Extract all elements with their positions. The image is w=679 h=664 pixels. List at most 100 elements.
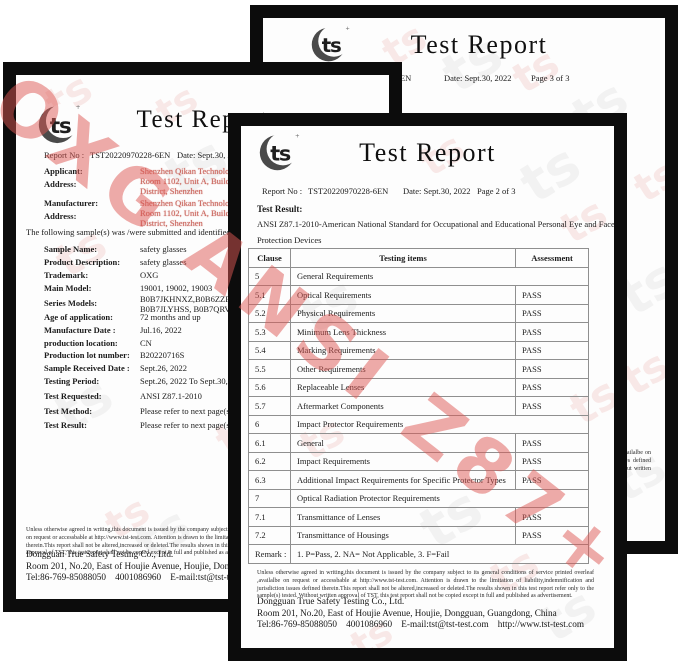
page2-title: Test Report — [359, 138, 496, 167]
page1-disclaimer: Unless otherwise agreed in writing,this … — [26, 527, 378, 557]
cell-clause: 5.5 — [248, 359, 291, 379]
table-row: 7.2 Transmittance of Housings PASS — [248, 525, 589, 545]
cell-assessment: PASS — [515, 340, 589, 360]
cell-testing-item: Impact Protector Requirements — [290, 414, 589, 434]
cell-clause: 5.7 — [248, 396, 291, 416]
remark-text: 1. P=Pass, 2. NA= Not Applicable, 3. F=F… — [290, 544, 589, 564]
cell-testing-item: Marking Requirements — [290, 340, 516, 360]
field-value: safety glasses — [140, 257, 187, 267]
cell-testing-item: Transmittance of Lenses — [290, 507, 516, 527]
cell-clause: 7 — [248, 488, 291, 508]
field-value: CN — [140, 338, 152, 348]
field-label: Production lot number: — [44, 350, 130, 360]
table-row: 6.1 General PASS — [248, 433, 589, 453]
cell-testing-item: Physical Requirements — [290, 303, 516, 323]
assessment-table: Clause Testing items Assessment 5 General… — [248, 248, 589, 564]
cell-assessment: PASS — [515, 396, 589, 416]
table-row: 5.1 Optical Requirements PASS — [248, 285, 589, 305]
page2-standard-line2: Protection Devices — [257, 235, 322, 245]
page1-samples-line: The following sample(s) was /were submit… — [26, 227, 242, 237]
svg-text:ts: ts — [322, 34, 341, 57]
intro-label: Manufacturer: — [44, 198, 99, 208]
page3-page-number: Page 3 of 3 — [531, 73, 570, 83]
field-value: Please refer to next page(s) — [140, 406, 233, 416]
table-row: 6.3 Additional Impact Requirements for Sp… — [248, 470, 589, 490]
field-value: 72 months and up — [140, 312, 201, 322]
field-label: Product Description: — [44, 257, 121, 267]
cell-clause: 5.1 — [248, 285, 291, 305]
cell-testing-item: General Requirements — [290, 266, 589, 286]
intro-label: Applicant: — [44, 166, 83, 176]
remark-label: Remark : — [248, 544, 291, 564]
col-assessment: Assessment — [515, 248, 589, 268]
page1-report-no-label: Report No : — [44, 150, 85, 160]
cell-assessment: PASS — [515, 470, 589, 490]
tst-logo-icon: ts + — [38, 100, 84, 146]
page2-report-no-label: Report No : — [262, 186, 303, 196]
cell-testing-item: Aftermarket Components — [290, 396, 516, 416]
page2-company-name: Dongguan True Safety Testing Co., Ltd. — [257, 596, 405, 606]
page3-date: Date: Sept.30, 2022 — [444, 73, 512, 83]
page2-test-result-label: Test Result: — [257, 204, 303, 214]
table-row: 7 Optical Radiation Protector Requirement… — [248, 488, 589, 508]
table-row: 5.6 Replaceable Lenses PASS — [248, 377, 589, 397]
table-row: 5.5 Other Requirements PASS — [248, 359, 589, 379]
table-header-row: Clause Testing items Assessment — [248, 248, 589, 268]
field-value: Sept.26, 2022 — [140, 363, 187, 373]
page3-title: Test Report — [410, 30, 548, 59]
page1-date: Date: Sept.30, 2022 — [177, 150, 245, 160]
page2-date: Date: Sept.30, 2022 — [403, 186, 471, 196]
field-label: Test Result: — [44, 420, 87, 430]
field-value: B0B7JKHNXZ,B0B6ZZRH B0B7JLYHSS, B0B7QRV6 — [140, 294, 238, 314]
page2-standard-line1: ANSI Z87.1-2010-American National Standa… — [257, 219, 614, 229]
field-label: Testing Period: — [44, 376, 100, 386]
cell-testing-item: Impact Requirements — [290, 451, 516, 471]
cell-clause: 5 — [248, 266, 291, 286]
cell-assessment: PASS — [515, 507, 589, 527]
cell-testing-item: Replaceable Lenses — [290, 377, 516, 397]
field-value: OXG — [140, 270, 159, 280]
field-value: safety glasses — [140, 244, 187, 254]
cell-testing-item: Optical Requirements — [290, 285, 516, 305]
svg-text:ts: ts — [50, 114, 71, 139]
page1-report-no: TST20220970228-6EN — [90, 150, 171, 160]
field-value: 19001, 19002, 19003 — [140, 283, 213, 293]
svg-text:ts: ts — [270, 142, 291, 166]
cell-assessment: PASS — [515, 377, 589, 397]
table-row: 5 General Requirements — [248, 266, 589, 286]
table-row: 6.2 Impact Requirements PASS — [248, 451, 589, 471]
cell-clause: 7.1 — [248, 507, 291, 527]
cell-assessment: PASS — [515, 451, 589, 471]
intro-label: Address: — [44, 211, 77, 221]
page1-company-name: Dongguan True Safety Testing Co., Ltd. — [26, 549, 174, 559]
field-label: Test Method: — [44, 406, 93, 416]
cell-assessment: PASS — [515, 303, 589, 323]
table-row: 5.7 Aftermarket Components PASS — [248, 396, 589, 416]
cell-assessment: PASS — [515, 433, 589, 453]
cell-clause: 5.6 — [248, 377, 291, 397]
page2-company-footer: Dongguan True Safety Testing Co., Ltd. Ro… — [257, 596, 584, 631]
cell-assessment: PASS — [515, 359, 589, 379]
field-label: Test Requested: — [44, 391, 102, 401]
svg-text:+: + — [76, 105, 81, 111]
col-testing-items: Testing items — [290, 248, 516, 268]
page2-company-contact: Tel:86-769-85088050 4001086960 E-mail:ts… — [257, 619, 584, 629]
page2-company-address: Room 201, No.20, East of Houjie Avenue, … — [257, 607, 557, 618]
table-row: 5.4 Marking Requirements PASS — [248, 340, 589, 360]
cell-testing-item: Additional Impact Requirements for Speci… — [290, 470, 516, 490]
cell-assessment: PASS — [515, 285, 589, 305]
tst-logo-icon: ts + — [311, 21, 353, 65]
cell-clause: 6 — [248, 414, 291, 434]
cell-testing-item: General — [290, 433, 516, 453]
col-clause: Clause — [248, 248, 291, 268]
cell-assessment: PASS — [515, 525, 589, 545]
field-label: Sample Name: — [44, 244, 98, 254]
cell-clause: 7.2 — [248, 525, 291, 545]
cell-testing-item: Minimum Lens Thickness — [290, 322, 516, 342]
cell-clause: 6.1 — [248, 433, 291, 453]
table-remark-row: Remark :1. P=Pass, 2. NA= Not Applicable… — [248, 544, 589, 564]
svg-text:+: + — [295, 133, 300, 139]
cell-testing-item: Optical Radiation Protector Requirements — [290, 488, 589, 508]
cell-clause: 5.3 — [248, 322, 291, 342]
